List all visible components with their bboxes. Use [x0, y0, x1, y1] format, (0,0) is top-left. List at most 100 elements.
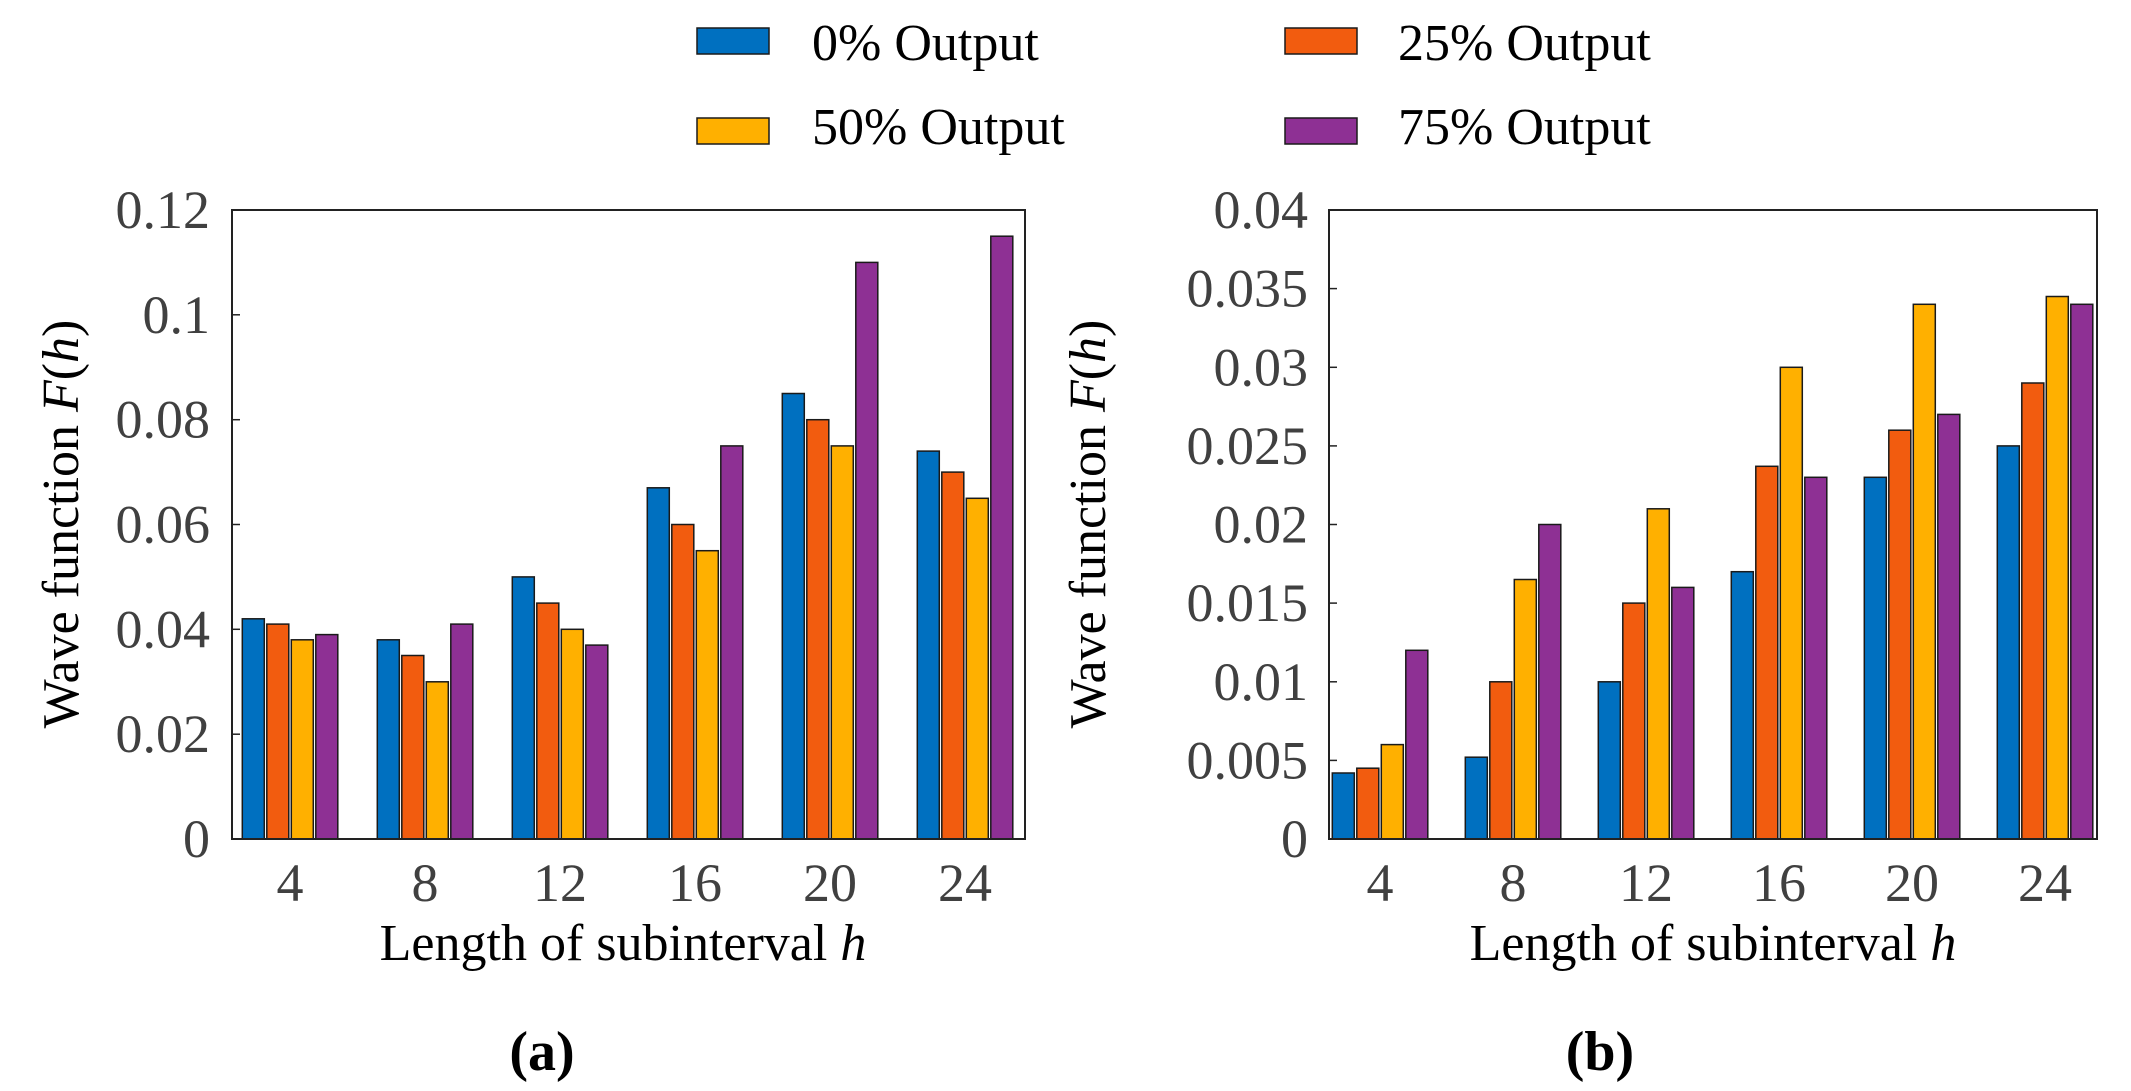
panel-b-bar-20-series-0 [1863, 476, 1888, 840]
panel-a-xlabel: Length of subinterval h [380, 915, 867, 972]
panel-b-bar-16-series-3 [1804, 476, 1828, 840]
panel-a-ylabel-func: F [33, 379, 90, 413]
panel-a-bar-8-series-2 [425, 681, 450, 840]
panel-b-xtick-24: 24 [2018, 853, 2072, 913]
panel-b-bar-4-series-0 [1331, 772, 1356, 840]
panel-b-xtick-8: 8 [1500, 853, 1527, 913]
panel-b-ylabel: Wave function F(h) [1060, 320, 1117, 729]
panel-b-bar-12-series-2 [1646, 508, 1671, 840]
panel-a-xticks: 4 8 12 16 20 24 [277, 853, 993, 913]
panel-b-bar-20-series-1 [1888, 429, 1912, 840]
panel-b-bars [1331, 295, 2094, 840]
panel-b-xlabel-text: Length of subinterval [1470, 915, 1931, 972]
panel-b-xtick-16: 16 [1752, 853, 1806, 913]
legend-item-0: 0% Output [696, 15, 1039, 72]
panel-a-ytick-3: 0.06 [116, 495, 211, 555]
panel-b-bar-20-series-2 [1912, 303, 1937, 840]
panel-a-bar-4-series-3 [315, 633, 339, 840]
panel-a-ylabel: Wave function F(h) [33, 320, 90, 729]
panel-a-bar-8-series-3 [450, 623, 474, 840]
panel-a-xtick-12: 12 [533, 853, 587, 913]
legend-label-1: 25% Output [1398, 15, 1651, 72]
panel-a-bar-4-series-0 [241, 618, 266, 840]
legend-swatch-0 [696, 27, 770, 55]
panel-a-bar-4-series-2 [290, 639, 315, 840]
panel-b-bar-8-series-1 [1489, 681, 1513, 840]
panel-b-bar-8-series-0 [1464, 756, 1489, 840]
panel-a-bar-24-series-2 [965, 497, 990, 840]
panel-b-bar-4-series-1 [1356, 767, 1380, 840]
panel-b-bar-20-series-3 [1937, 413, 1961, 840]
panel-b-yticks: 0 0.005 0.01 0.015 0.02 0.025 0.03 0.035 0.04 [1187, 180, 1337, 869]
panel-a-bar-20-series-3 [855, 261, 879, 840]
panel-a-bar-16-series-2 [695, 549, 720, 840]
legend: 0% Output 25% Output 50% Output 75% Outp… [696, 15, 1651, 156]
panel-a-label: (a) [509, 1021, 574, 1083]
panel-b-xticks: 4 8 12 16 20 24 [1367, 853, 2073, 913]
legend-item-3: 75% Output [1284, 99, 1651, 156]
panel-b-bar-4-series-2 [1380, 743, 1405, 840]
panel-a-bar-20-series-0 [781, 392, 806, 840]
panel-a-ytick-2: 0.04 [116, 599, 211, 659]
panel-a-ylabel-arg: h [33, 337, 90, 363]
panel-a-ylabel-paren-open: ( [33, 363, 90, 380]
panel-b-ytick-0: 0 [1281, 809, 1308, 869]
panel-b-ylabel-paren-close: ) [1060, 320, 1117, 337]
panel-a-xtick-20: 20 [803, 853, 857, 913]
panel-a-xtick-4: 4 [277, 853, 304, 913]
panel-b-ytick-5: 0.025 [1187, 416, 1309, 476]
panel-b-bar-24-series-0 [1996, 445, 2021, 840]
panel-b-bar-24-series-2 [2045, 295, 2070, 840]
panel-b-ytick-7: 0.035 [1187, 259, 1309, 319]
legend-swatch-1 [1284, 27, 1358, 55]
panel-b-ylabel-arg: h [1060, 337, 1117, 363]
panel-a-xtick-24: 24 [938, 853, 992, 913]
panel-b-bar-8-series-2 [1513, 578, 1538, 840]
panel-b-label: (b) [1566, 1021, 1634, 1083]
panel-b-bar-16-series-0 [1730, 570, 1755, 840]
panel-a-xtick-8: 8 [412, 853, 439, 913]
panel-a-bar-20-series-1 [806, 418, 830, 840]
panel-a-xtick-16: 16 [668, 853, 722, 913]
legend-label-0: 0% Output [812, 15, 1039, 72]
panel-b-bar-4-series-3 [1405, 649, 1429, 840]
panel-a-bar-12-series-0 [511, 576, 536, 840]
panel-a-bars [241, 235, 1014, 840]
panel-b-bar-16-series-1 [1755, 465, 1779, 840]
panel-b-ytick-3: 0.015 [1187, 573, 1309, 633]
panel-a-bar-16-series-1 [671, 523, 695, 840]
panel-a-ylabel-paren-close: ) [33, 320, 90, 337]
panel-b-xtick-12: 12 [1619, 853, 1673, 913]
panel-b-bar-12-series-0 [1597, 681, 1622, 840]
panel-b-ytick-8: 0.04 [1214, 180, 1309, 240]
legend-item-2: 50% Output [696, 99, 1065, 156]
panel-a-xlabel-var: h [840, 915, 866, 972]
panel-a-bar-24-series-0 [916, 450, 941, 840]
panel-b-xtick-20: 20 [1885, 853, 1939, 913]
legend-label-3: 75% Output [1398, 99, 1651, 156]
panel-b-ytick-1: 0.005 [1187, 730, 1309, 790]
panel-a-bar-24-series-1 [941, 471, 965, 840]
panel-b-ytick-4: 0.02 [1214, 495, 1309, 555]
panel-b-xlabel: Length of subinterval h [1470, 915, 1957, 972]
panel-a-axes-frame [231, 209, 1026, 840]
panel-a-bar-12-series-1 [536, 602, 560, 840]
panel-b-bar-16-series-2 [1779, 366, 1804, 840]
legend-label-2: 50% Output [812, 99, 1065, 156]
panel-a-ytick-6: 0.12 [116, 180, 211, 240]
panel-a-ylabel-text: Wave function [33, 412, 90, 728]
panel-b-bar-24-series-1 [2021, 382, 2045, 840]
panel-b-ylabel-paren-open: ( [1060, 363, 1117, 380]
panel-b-xlabel-var: h [1930, 915, 1956, 972]
panel-a: 0 0.02 0.04 0.06 0.08 0.1 0.12 4 8 12 16 20 24 Wave… [33, 180, 1026, 1083]
panel-b: 0 0.005 0.01 0.015 0.02 0.025 0.03 0.035 0.04 4 8… [1060, 180, 2098, 1083]
panel-b-bar-12-series-3 [1671, 586, 1695, 840]
panel-b-xtick-4: 4 [1367, 853, 1394, 913]
legend-swatch-2 [696, 117, 770, 145]
panel-b-bar-12-series-1 [1622, 602, 1646, 840]
panel-a-ytick-4: 0.08 [116, 390, 211, 450]
panel-a-bar-20-series-2 [830, 445, 855, 840]
panel-a-bar-16-series-0 [646, 487, 671, 840]
panel-a-bar-12-series-2 [560, 628, 585, 840]
